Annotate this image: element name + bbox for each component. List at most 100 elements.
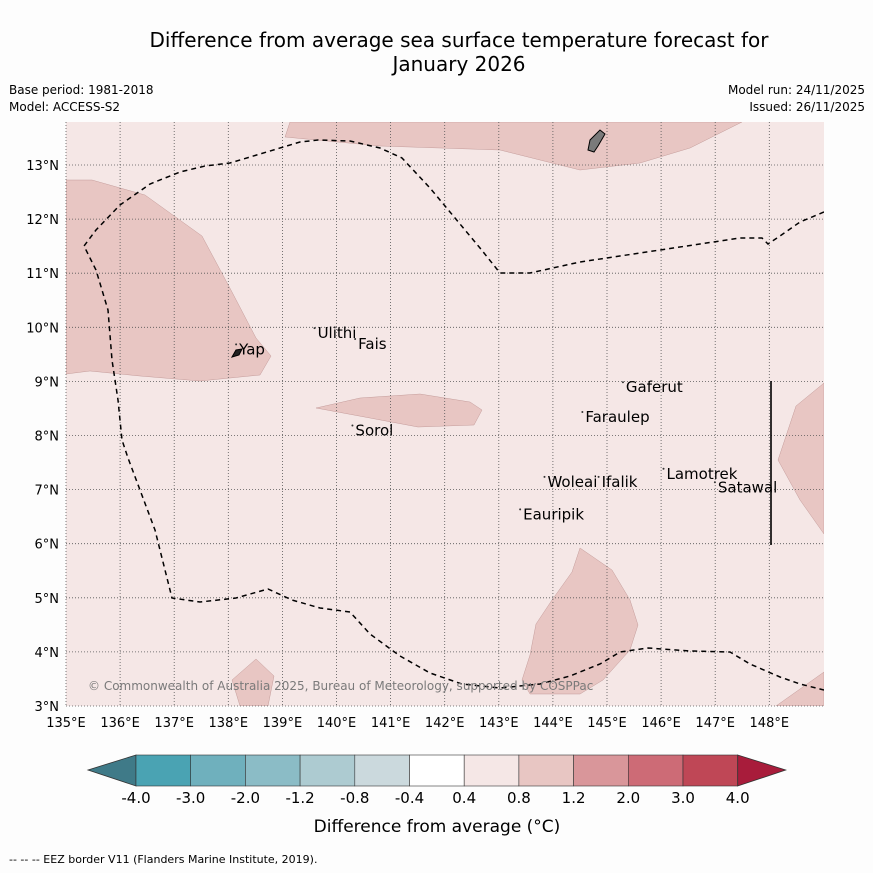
colorbar-tick-label: -1.2 [285, 789, 314, 807]
anomaly-area-southwest [231, 658, 275, 706]
colorbar-swatch [135, 754, 192, 787]
colorbar-swatch [518, 754, 574, 787]
lon-tick-label: 145°E [587, 716, 627, 731]
lon-tick-label: 144°E [533, 716, 573, 731]
lon-tick-label: 136°E [100, 716, 140, 731]
island-dot [543, 475, 546, 478]
island-dot [621, 381, 624, 384]
place-label-lamotrek: Lamotrek [667, 465, 738, 483]
model-run: Model run: 24/11/2025 [727, 83, 865, 97]
lon-tick-label: 143°E [479, 716, 519, 731]
colorbar-tick-label: 2.0 [616, 789, 640, 807]
colorbar-tick-label: -2.0 [231, 789, 260, 807]
place-label-gaferut: Gaferut [626, 378, 683, 396]
place-label-yap: Yap [238, 340, 265, 358]
place-label-ifalik: Ifalik [602, 473, 638, 491]
title-line-2: January 2026 [392, 52, 526, 76]
colorbar-tick-label: -0.8 [340, 789, 369, 807]
lon-tick-label: 139°E [263, 716, 303, 731]
colorbar-swatch [573, 754, 629, 787]
lat-tick-label: 8°N [35, 430, 60, 445]
lat-tick-label: 6°N [35, 538, 60, 553]
place-label-sorol: Sorol [355, 422, 393, 440]
meta-left: Base period: 1981-2018 Model: ACCESS-S2 [9, 82, 154, 116]
colorbar-swatch [463, 754, 520, 787]
colorbar-title: Difference from average (°C) [314, 817, 561, 837]
lon-tick-label: 148°E [750, 716, 790, 731]
colorbar-swatch [245, 754, 301, 787]
anomaly-area-east [777, 382, 824, 535]
lat-tick-label: 5°N [35, 592, 60, 607]
yap-island [230, 348, 243, 358]
lon-tick-label: 141°E [371, 716, 411, 731]
place-label-ulithi: Ulithi [318, 324, 357, 342]
colorbar-tick-label: 3.0 [671, 789, 695, 807]
lat-tick-label: 7°N [35, 484, 60, 499]
lon-tick-label: 140°E [317, 716, 357, 731]
colorbar-swatch [627, 754, 684, 787]
chart-title: Difference from average sea surface temp… [0, 28, 873, 76]
colorbar-swatch [409, 754, 465, 787]
footer-legend-note: -- -- -- EEZ border V11 (Flanders Marine… [9, 853, 318, 866]
island-dot [713, 481, 716, 484]
anomaly-area-southeast [775, 671, 824, 706]
colorbar: -4.0 -3.0 -2.0 -1.2 -0.8 -0.4 0.4 0.8 1.2 2.0 3.0 4… [86, 754, 788, 807]
anomaly-area-sorol [315, 393, 483, 428]
island-dot [597, 475, 600, 478]
anomaly-contours [66, 122, 824, 706]
island-markers [235, 327, 716, 511]
place-label-satawal: Satawal [718, 478, 777, 496]
colorbar-swatch [190, 754, 246, 787]
colorbar-swatch [354, 754, 410, 787]
island-dot [519, 508, 522, 511]
colorbar-swatch [682, 754, 739, 787]
place-label-fais: Fais [358, 335, 387, 353]
island-dot [662, 467, 665, 470]
model-name: Model: ACCESS-S2 [9, 100, 121, 114]
lon-tick-label: 146°E [641, 716, 681, 731]
lat-tick-label: 9°N [35, 375, 60, 390]
anomaly-area-south [521, 547, 639, 695]
island-dot [235, 343, 238, 346]
lon-tick-label: 147°E [695, 716, 735, 731]
lon-tick-label: 137°E [154, 716, 194, 731]
colorbar-extend-low [86, 754, 137, 787]
colorbar-tick-label: 0.4 [452, 789, 476, 807]
lat-tick-label: 12°N [26, 213, 59, 228]
colorbar-extend-high [737, 754, 788, 787]
colorbar-tick-label: 4.0 [726, 789, 750, 807]
lon-tick-label: 135°E [46, 716, 86, 731]
colorbar-tick-label: -0.4 [395, 789, 424, 807]
island-dot [581, 410, 584, 413]
lat-tick-label: 11°N [26, 267, 59, 282]
eez-border [83, 139, 824, 691]
colorbar-swatch [299, 754, 356, 787]
lon-tick-label: 142°E [425, 716, 465, 731]
base-period: Base period: 1981-2018 [9, 83, 154, 97]
gridlines [65, 122, 824, 707]
island-dot [313, 327, 316, 330]
meta-right: Model run: 24/11/2025 Issued: 26/11/2025 [728, 82, 865, 116]
lat-tick-label: 10°N [26, 321, 59, 336]
colorbar-tick-label: -4.0 [121, 789, 150, 807]
latitude-tick-labels: 3°N 4°N 5°N 6°N 7°N 8°N 9°N 10°N 11°N 12°N 13°N [26, 159, 59, 715]
place-label-woleai: Woleai [547, 473, 597, 491]
lat-tick-label: 3°N [35, 700, 60, 715]
island-dot [351, 424, 354, 427]
place-label-eauripik: Eauripik [523, 505, 584, 523]
lat-tick-label: 4°N [35, 646, 60, 661]
colorbar-tick-label: -3.0 [176, 789, 205, 807]
colorbar-tick-label: 1.2 [562, 789, 586, 807]
colorbar-tick-label: 0.8 [507, 789, 531, 807]
issued-date: Issued: 26/11/2025 [749, 100, 865, 114]
anomaly-area-west [66, 179, 272, 382]
copyright-text: © Commonwealth of Australia 2025, Bureau… [88, 679, 593, 693]
place-label-faraulep: Faraulep [585, 408, 649, 426]
lon-tick-label: 138°E [209, 716, 249, 731]
lat-tick-label: 13°N [26, 159, 59, 174]
island-dot [354, 337, 357, 340]
guam-island [587, 129, 606, 153]
longitude-tick-labels: 135°E 136°E 137°E 138°E 139°E 140°E 141°E 142°E… [46, 716, 789, 731]
